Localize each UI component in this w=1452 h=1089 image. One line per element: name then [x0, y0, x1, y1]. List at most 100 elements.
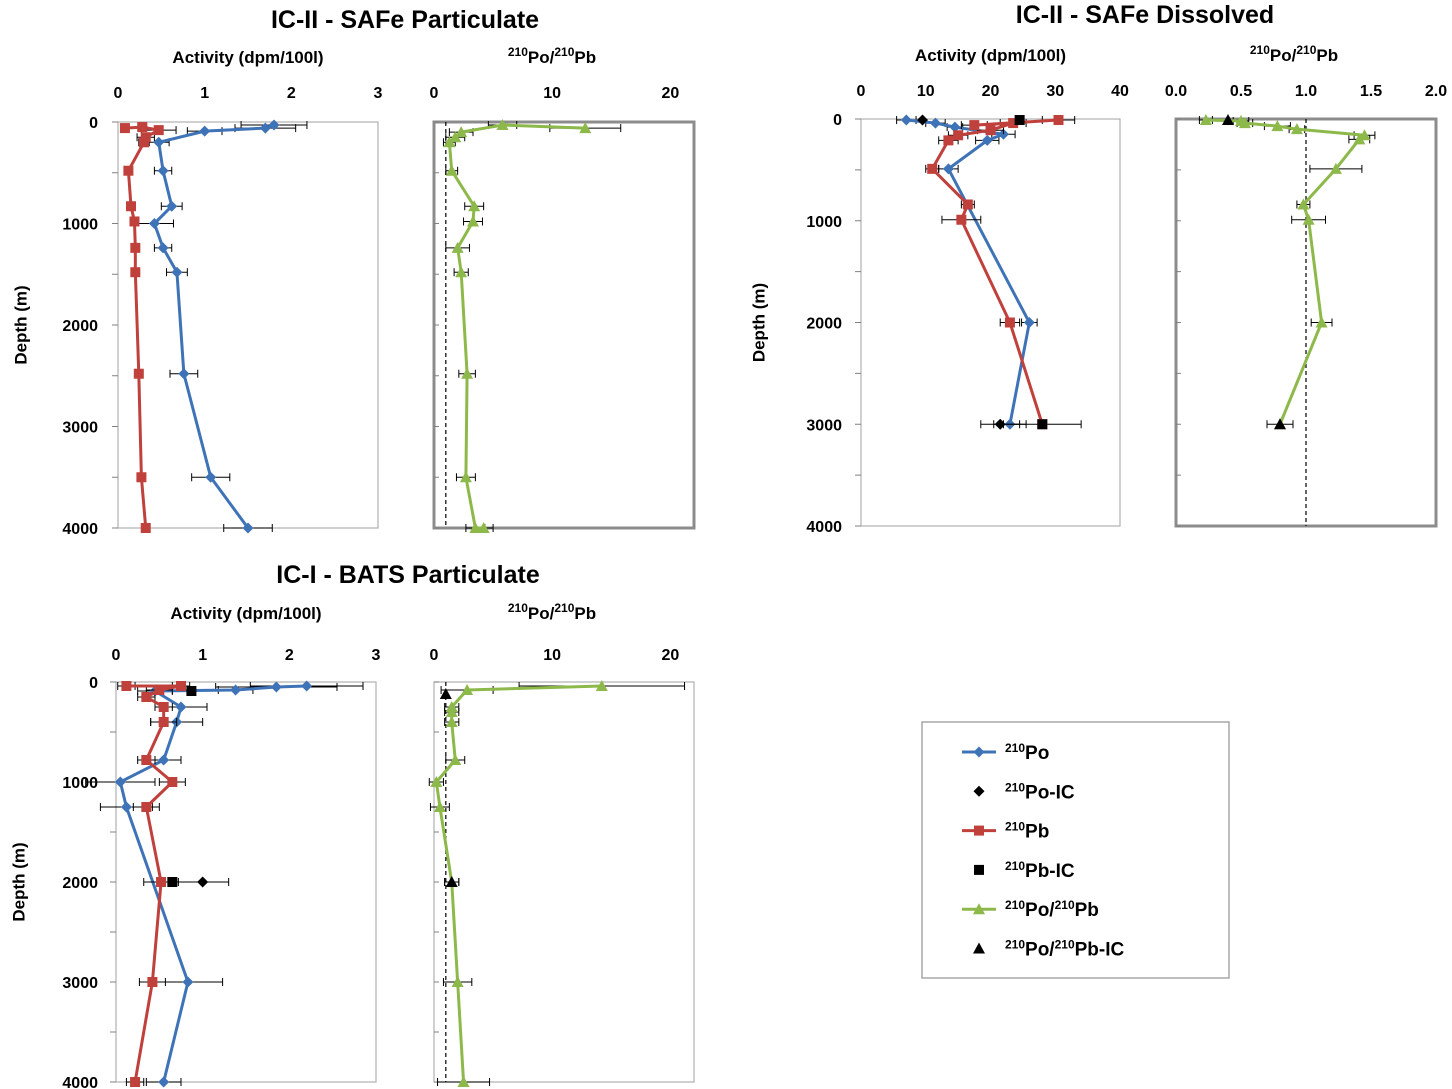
data-point [461, 684, 474, 695]
data-point [130, 1077, 141, 1087]
data-point [1199, 114, 1212, 126]
data-point [139, 137, 149, 148]
legend-frame [921, 721, 1230, 979]
series-210pb [119, 122, 177, 533]
data-point [166, 200, 178, 212]
y-tick-label: 0 [833, 112, 842, 129]
data-point [301, 680, 313, 692]
series-210pb-ic [1014, 115, 1048, 430]
data-point [158, 1076, 170, 1088]
data-point [1297, 198, 1310, 210]
data-point [186, 686, 197, 696]
data-point [1008, 118, 1019, 129]
data-point [1023, 317, 1035, 328]
data-point [154, 685, 165, 695]
data-point [445, 164, 458, 176]
data-point [158, 717, 169, 727]
data-point [467, 215, 479, 227]
data-point [449, 754, 462, 765]
legend-marker [974, 825, 984, 836]
data-point [114, 776, 126, 788]
data-point [445, 876, 458, 887]
data-point [981, 134, 993, 146]
data-point [259, 122, 271, 134]
data-point [433, 801, 446, 812]
data-point [917, 114, 929, 126]
data-point [443, 136, 456, 148]
data-point [141, 755, 152, 765]
x-tick-label: 0 [857, 83, 866, 100]
data-point [175, 701, 187, 713]
legend-label: 210Pb [1005, 820, 1049, 843]
series-line [434, 684, 602, 1083]
data-point [130, 267, 141, 278]
series-line [447, 123, 586, 530]
series-210po-210pb [1198, 114, 1376, 430]
x-tick-label: 3 [374, 85, 383, 102]
data-point [167, 777, 178, 787]
legend-entry: 210Pb [962, 820, 1049, 843]
data-point [158, 754, 170, 766]
panel-activity: Activity (dpm/100l) 0 1 2 3 [112, 48, 383, 534]
data-point [997, 128, 1009, 140]
data-point [449, 131, 462, 143]
y-tick-label: 2000 [806, 316, 842, 333]
series-210po-210pb [428, 680, 686, 1087]
series-210po-ic [917, 114, 1021, 430]
data-point [949, 121, 961, 133]
x-tick-label: 0 [114, 85, 123, 102]
legend: 210Po 210Po-IC 210Pb 210Pb-IC 210Po/210Pb 210… [921, 721, 1230, 979]
series-210po-210pb-ic [439, 688, 460, 887]
legend-label: 210Po [1005, 741, 1049, 764]
series-line [124, 125, 161, 529]
legend-entry: 210Po [962, 741, 1049, 764]
x-axis-label: 210Po/210Pb [508, 601, 596, 623]
chart-title: IC-I - BATS Particulate [276, 561, 540, 589]
data-point [445, 716, 458, 727]
y-tick-label: 0 [89, 675, 98, 692]
data-point [1302, 213, 1315, 225]
y-axis-label: Depth (m) [9, 842, 28, 921]
data-point [439, 688, 452, 699]
data-point [205, 471, 217, 483]
x-axis-label: 210Po/210Pb [508, 45, 596, 67]
data-point [230, 684, 242, 696]
data-point [129, 216, 140, 227]
data-point [270, 681, 282, 693]
legend-marker [973, 785, 985, 797]
data-point [121, 681, 132, 691]
x-tick-label: 1 [200, 85, 209, 102]
data-point [136, 472, 147, 483]
data-point [153, 125, 164, 136]
data-point [153, 136, 165, 148]
data-point [595, 680, 608, 691]
plot-frame [860, 118, 1121, 527]
data-point [171, 266, 183, 278]
data-point [942, 163, 954, 175]
legend-marker [973, 746, 985, 758]
x-tick-label: 20 [661, 85, 679, 102]
y-tick-label: 1000 [806, 214, 842, 231]
data-point [140, 132, 151, 143]
x-tick-label: 2 [287, 85, 296, 102]
legend-label: 210Pb-IC [1005, 859, 1075, 882]
x-tick-label: 1.0 [1295, 83, 1317, 100]
data-point [176, 681, 186, 691]
x-axis-label: 210Po/210Pb [1250, 43, 1338, 65]
data-point [461, 367, 474, 379]
data-point [969, 120, 980, 131]
data-point [1353, 133, 1366, 145]
x-tick-label: 30 [1046, 83, 1064, 100]
data-point [141, 692, 152, 702]
y-axis-label: Depth (m) [11, 285, 30, 364]
series-line [152, 123, 275, 529]
series-210po [896, 114, 1038, 430]
y-tick-label: 2000 [62, 318, 98, 335]
data-point [147, 977, 158, 987]
data-point [457, 1076, 470, 1087]
data-point [468, 200, 481, 212]
data-point [157, 165, 169, 177]
legend-entry: 210Po/210Pb-IC [973, 938, 1125, 961]
data-point [953, 130, 964, 141]
data-point [469, 522, 482, 533]
